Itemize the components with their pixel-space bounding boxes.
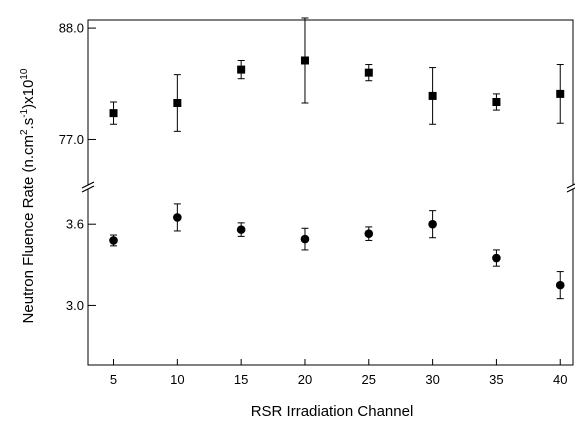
data-point-square [556,89,565,98]
x-axis-title: RSR Irradiation Channel [251,403,414,420]
data-point-square [237,65,246,74]
x-tick-label: 30 [425,372,439,387]
data-point-square [492,97,501,106]
axis-break-mark [566,187,575,193]
y-axis-title-main: Neutron Fluence Rate (n.cm [20,135,37,323]
y-axis-title-sup2: -1 [19,108,30,117]
axis-break-mark [566,183,575,189]
y-axis-title-mid1: .s [20,118,37,130]
data-point-square [173,99,182,108]
data-point-circle [428,219,437,229]
lower-panel-border [87,189,574,366]
data-marks [109,17,565,300]
data-point-circle [300,234,310,244]
data-point-square [428,91,437,100]
upper-panel-border [87,19,574,185]
x-axis-ticks: 5 10 15 20 25 30 35 40 [110,359,567,387]
upper-panel-frame [87,19,574,185]
data-point-circle [236,225,246,234]
y-axis-title-sup1: 2 [19,129,30,135]
y-tick-label: 3.0 [66,298,84,313]
axis-break-mark [81,181,95,189]
y-axis-title-mid2: )x10 [20,80,37,109]
data-point-circle [109,236,118,245]
lower-panel-frame [87,189,574,366]
data-point-circle [492,253,501,263]
x-tick-label: 20 [298,372,312,387]
x-tick-label: 35 [489,372,503,387]
y-tick-label: 88.0 [59,21,84,36]
data-point-circle [555,280,565,290]
x-tick-label: 15 [234,372,248,387]
y-axis-title: Neutron Fluence Rate (n.cm2.s-1)x1010 [19,68,37,323]
data-point-square [364,68,373,77]
x-tick-label: 25 [362,372,376,387]
x-tick-label: 40 [553,372,567,387]
data-point-square [109,109,118,118]
y-axis-title-sup3: 10 [19,68,30,80]
data-point-circle [173,213,182,222]
y-tick-label: 3.6 [66,217,84,232]
axis-break-mark [81,185,95,193]
x-tick-label: 10 [170,372,184,387]
axis-break-marks [81,181,575,193]
data-point-square [300,56,309,65]
x-tick-label: 5 [110,372,117,387]
y-axis-ticks: 88.0 77.0 3.6 3.0 [59,21,96,313]
y-tick-label: 77.0 [59,132,84,147]
data-point-circle [364,229,374,238]
